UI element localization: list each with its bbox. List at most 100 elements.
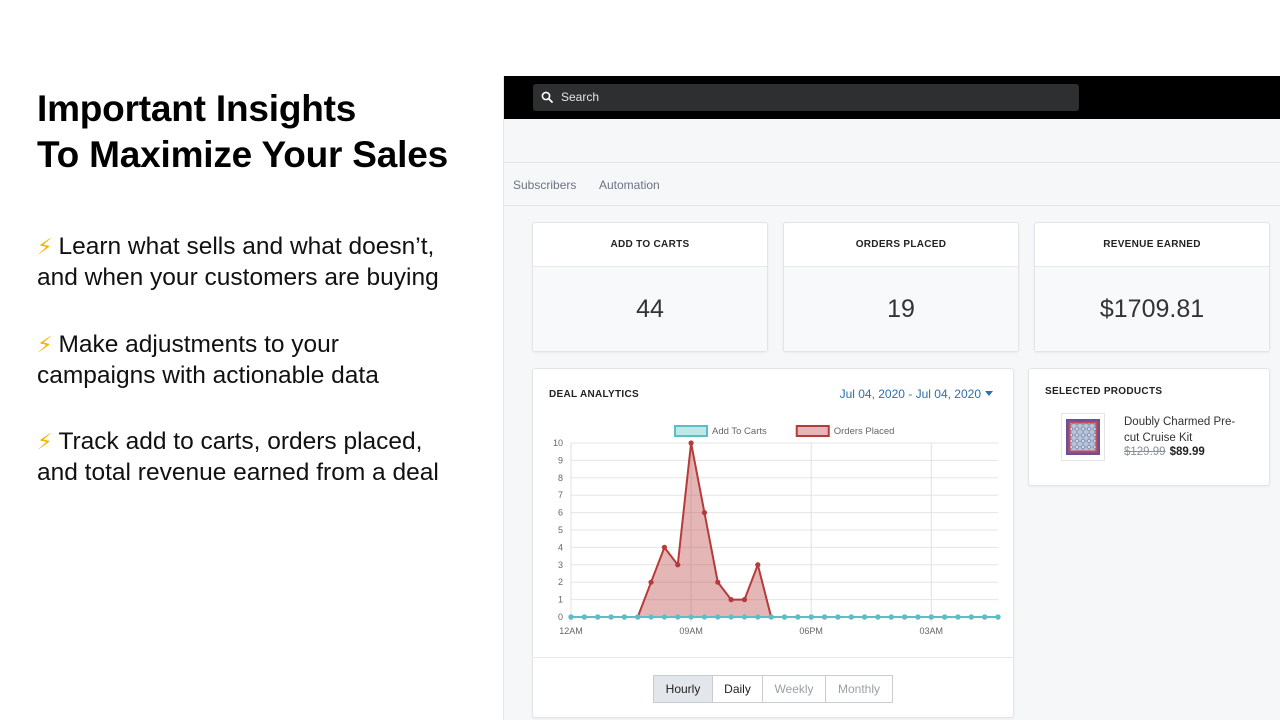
quilt-image (1066, 419, 1100, 455)
tab-subscribers[interactable]: Subscribers (513, 178, 577, 192)
y-tick-label: 4 (558, 542, 563, 552)
y-tick-label: 2 (558, 577, 563, 587)
period-hourly-button[interactable]: Hourly (653, 675, 713, 703)
x-tick-label: 06PM (799, 626, 823, 636)
data-point (795, 614, 801, 620)
selected-products-title: SELECTED PRODUCTS (1045, 386, 1163, 397)
data-point (728, 614, 734, 620)
headline-line-2: To Maximize Your Sales (37, 134, 448, 175)
y-tick-label: 9 (558, 455, 563, 465)
sub-navigation: Subscribers Automation (504, 163, 1280, 206)
lightning-icon: ⚡ (37, 332, 53, 357)
stat-value: 19 (784, 267, 1018, 351)
selected-products-card: SELECTED PRODUCTS Doubly Charmed Pre-cut… (1028, 368, 1270, 486)
data-point (835, 614, 841, 620)
legend-swatch (674, 425, 708, 437)
data-point (808, 614, 814, 620)
data-point (635, 614, 641, 620)
caret-down-icon (985, 391, 993, 396)
product-name[interactable]: Doubly Charmed Pre-cut Cruise Kit (1124, 416, 1236, 444)
data-point (595, 614, 601, 620)
y-tick-label: 6 (558, 508, 563, 518)
data-point (675, 562, 681, 568)
data-point (701, 510, 708, 516)
product-price: $129.99 $89.99 (1124, 446, 1205, 458)
data-point (755, 562, 761, 568)
top-bar: Search (504, 76, 1280, 119)
x-tick-label: 03AM (920, 626, 944, 636)
product-thumbnail[interactable] (1061, 413, 1105, 461)
period-daily-button[interactable]: Daily (712, 675, 763, 703)
data-point (741, 597, 748, 603)
original-price: $129.99 (1124, 446, 1166, 458)
divider (504, 162, 1280, 163)
data-point (848, 614, 854, 620)
data-point (741, 614, 748, 620)
data-point (861, 614, 868, 620)
bullet-item: ⚡ Track add to carts, orders placed, and … (37, 428, 439, 486)
data-point (928, 614, 934, 620)
data-point (955, 614, 961, 620)
stat-label: ADD TO CARTS (533, 223, 767, 267)
data-point (648, 614, 654, 620)
data-point (781, 614, 788, 620)
data-point (942, 614, 948, 620)
series-area (571, 443, 998, 617)
data-point (728, 597, 734, 603)
date-range-label: Jul 04, 2020 - Jul 04, 2020 (839, 387, 981, 401)
data-point (661, 544, 668, 550)
data-point (621, 614, 627, 620)
x-tick-label: 09AM (679, 626, 703, 636)
sale-price: $89.99 (1169, 446, 1205, 458)
data-point (648, 579, 654, 585)
data-point (715, 614, 721, 620)
search-placeholder: Search (561, 90, 600, 104)
period-monthly-button[interactable]: Monthly (825, 675, 893, 703)
search-input[interactable]: Search (533, 84, 1079, 111)
data-point (768, 614, 774, 620)
lightning-icon: ⚡ (37, 234, 53, 259)
date-range-picker[interactable]: Jul 04, 2020 - Jul 04, 2020 (840, 387, 993, 401)
data-point (968, 614, 974, 620)
data-point (568, 614, 574, 620)
legend-label: Add To Carts (712, 426, 767, 437)
data-point (995, 614, 1001, 620)
y-tick-label: 0 (558, 612, 563, 622)
y-tick-label: 8 (558, 473, 563, 483)
data-point (875, 614, 881, 620)
stat-value: $1709.81 (1035, 267, 1269, 351)
x-tick-label: 12AM (559, 626, 583, 636)
headline-line-1: Important Insights (37, 88, 357, 129)
data-point (701, 614, 708, 620)
stat-card-add-to-carts: ADD TO CARTS 44 (532, 222, 768, 352)
stat-value: 44 (533, 267, 767, 351)
data-point (715, 579, 721, 585)
data-point (688, 440, 694, 446)
legend-label: Orders Placed (834, 426, 895, 437)
data-point (581, 614, 587, 620)
stat-label: REVENUE EARNED (1035, 223, 1269, 267)
y-tick-label: 3 (558, 560, 563, 570)
data-point (688, 614, 694, 620)
data-point (982, 614, 988, 620)
data-point (901, 614, 908, 620)
headline: Important Insights To Maximize Your Sale… (37, 86, 487, 178)
search-icon (541, 91, 553, 103)
lightning-icon: ⚡ (37, 429, 53, 454)
bullet-item: ⚡ Make adjustments to your campaigns with… (37, 331, 379, 389)
data-point (888, 614, 894, 620)
y-tick-label: 10 (553, 438, 563, 448)
tab-automation[interactable]: Automation (599, 178, 660, 192)
app-window: Search Subscribers Automation ADD TO CAR… (504, 76, 1280, 720)
period-weekly-button[interactable]: Weekly (762, 675, 826, 703)
y-tick-label: 7 (558, 490, 563, 500)
deal-analytics-card: DEAL ANALYTICS Jul 04, 2020 - Jul 04, 20… (532, 368, 1014, 718)
divider (533, 657, 1013, 658)
data-point (675, 614, 681, 620)
data-point (755, 614, 761, 620)
y-tick-label: 5 (558, 525, 563, 535)
stat-card-revenue-earned: REVENUE EARNED $1709.81 (1034, 222, 1270, 352)
data-point (661, 614, 668, 620)
data-point (821, 614, 828, 620)
deal-analytics-title: DEAL ANALYTICS (549, 389, 639, 400)
